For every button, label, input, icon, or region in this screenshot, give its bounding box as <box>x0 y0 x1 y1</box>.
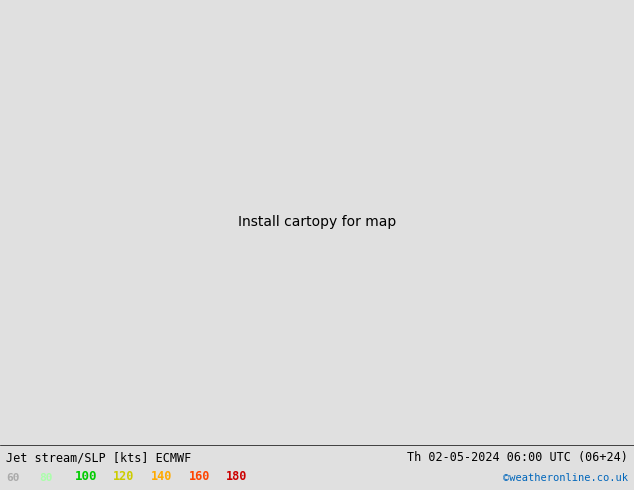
Text: 100: 100 <box>75 470 97 483</box>
Text: 80: 80 <box>39 473 53 483</box>
Text: 60: 60 <box>6 473 20 483</box>
Text: Th 02-05-2024 06:00 UTC (06+24): Th 02-05-2024 06:00 UTC (06+24) <box>407 451 628 464</box>
Text: 120: 120 <box>113 470 134 483</box>
Text: 140: 140 <box>151 470 172 483</box>
Text: ©weatheronline.co.uk: ©weatheronline.co.uk <box>503 473 628 483</box>
Text: Install cartopy for map: Install cartopy for map <box>238 216 396 229</box>
Text: 160: 160 <box>189 470 210 483</box>
Text: 180: 180 <box>226 470 247 483</box>
Text: Jet stream/SLP [kts] ECMWF: Jet stream/SLP [kts] ECMWF <box>6 451 191 464</box>
